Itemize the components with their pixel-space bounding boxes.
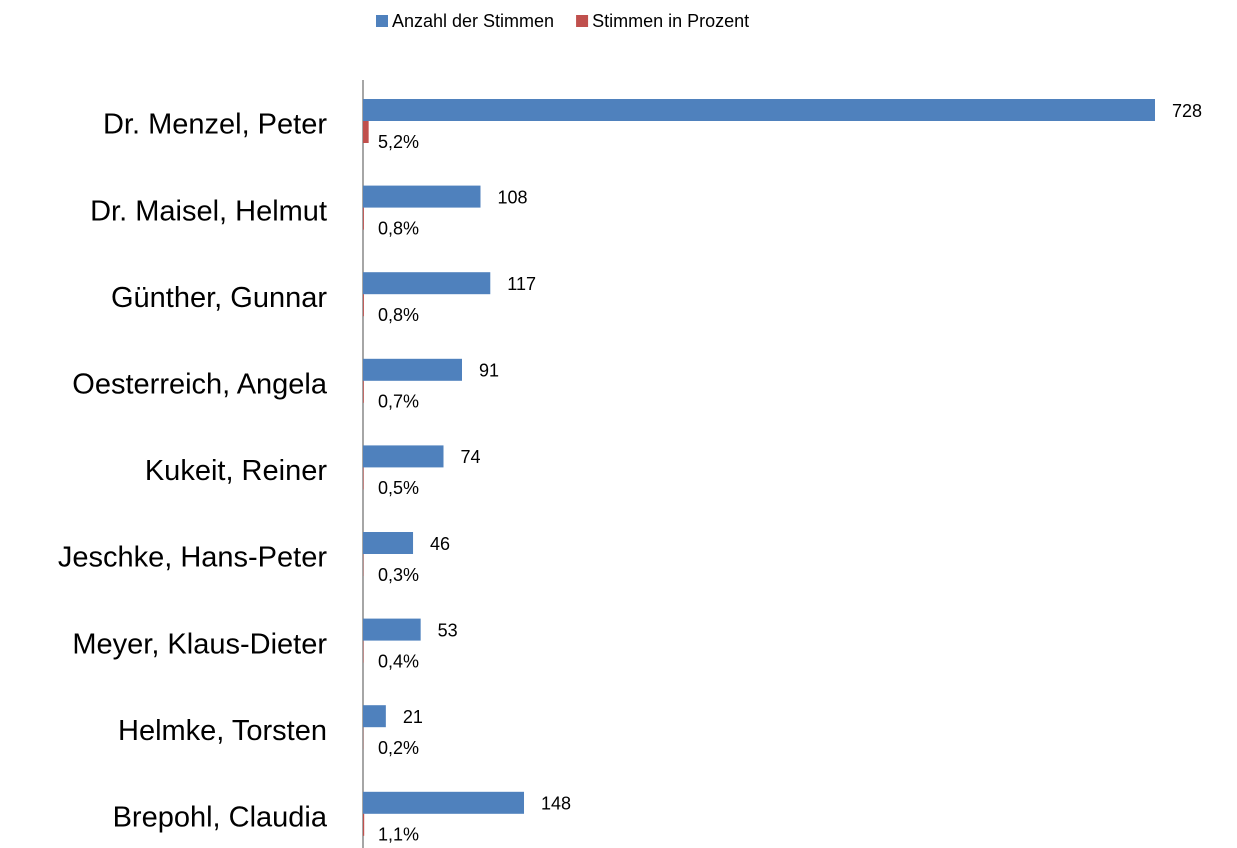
legend-swatch — [576, 15, 589, 27]
category-label: Meyer, Klaus-Dieter — [72, 628, 327, 660]
legend-label: Anzahl der Stimmen — [392, 11, 554, 31]
category-label: Kukeit, Reiner — [145, 455, 327, 487]
bar — [363, 185, 481, 208]
bar — [363, 618, 421, 641]
value-label: 728 — [1172, 101, 1202, 121]
category-label: Jeschke, Hans-Peter — [58, 542, 328, 574]
category-label: Dr. Menzel, Peter — [103, 109, 327, 141]
value-label: 0,5% — [378, 478, 419, 498]
category-label: Helmke, Torsten — [118, 715, 327, 747]
bar — [363, 121, 369, 143]
category-label: Brepohl, Claudia — [113, 801, 328, 833]
value-label: 21 — [403, 707, 423, 727]
value-label: 5,2% — [378, 132, 419, 152]
legend-swatch — [376, 15, 388, 27]
value-label: 0,3% — [378, 565, 419, 585]
category-label: Oesterreich, Angela — [72, 368, 328, 400]
legend-label: Stimmen in Prozent — [592, 11, 749, 31]
bar — [363, 272, 491, 295]
bar — [363, 358, 462, 381]
bar — [363, 445, 444, 468]
value-label: 74 — [461, 447, 481, 467]
category-label: Günther, Gunnar — [111, 282, 327, 314]
bar — [363, 99, 1155, 121]
bar — [363, 467, 364, 490]
value-label: 148 — [541, 794, 571, 814]
value-label: 1,1% — [378, 825, 419, 845]
value-label: 0,4% — [378, 651, 419, 671]
value-label: 0,8% — [378, 218, 419, 238]
value-label: 0,2% — [378, 738, 419, 758]
value-label: 53 — [438, 620, 458, 640]
bar — [363, 294, 364, 317]
bar — [363, 813, 365, 836]
bar — [363, 791, 525, 814]
value-label: 0,8% — [378, 305, 419, 325]
value-label: 46 — [430, 534, 450, 554]
bar — [363, 207, 364, 230]
value-label: 0,7% — [378, 392, 419, 412]
bar — [363, 532, 414, 554]
category-label: Dr. Maisel, Helmut — [90, 195, 327, 227]
bar — [363, 705, 386, 728]
value-label: 117 — [507, 274, 536, 294]
bar — [363, 380, 364, 403]
value-label: 108 — [497, 187, 527, 207]
value-label: 91 — [479, 361, 499, 381]
